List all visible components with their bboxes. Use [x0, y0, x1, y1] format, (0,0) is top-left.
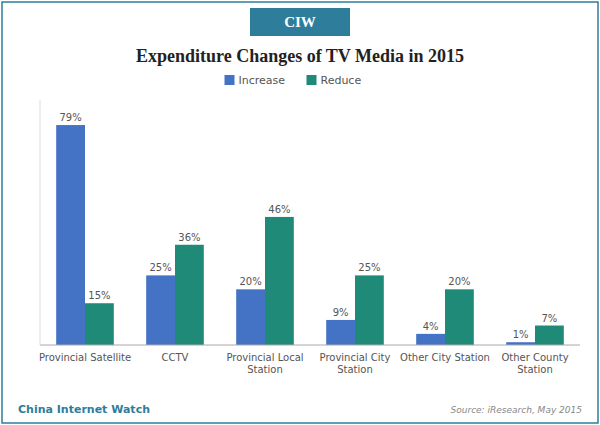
data-label: 7%: [541, 313, 557, 324]
bar: [355, 275, 384, 345]
x-tick-label: Other CountyStation: [501, 352, 568, 375]
footer-right: Source: iResearch, May 2015: [451, 405, 583, 415]
x-tick-label: Provincial CityStation: [320, 352, 391, 375]
x-tick-label-line: Provincial Satellite: [39, 352, 131, 363]
bar: [56, 125, 85, 345]
legend-swatch: [225, 75, 235, 85]
bar: [416, 334, 445, 345]
badge-text: CIW: [284, 14, 316, 30]
x-tick-label-line: Provincial City: [320, 352, 391, 363]
bar: [175, 245, 204, 345]
data-label: 20%: [239, 276, 261, 287]
data-label: 46%: [268, 204, 290, 215]
chart: CIW Expenditure Changes of TV Media in 20…: [0, 0, 600, 425]
bar: [265, 217, 294, 345]
data-labels: 79% 25% 20% 9% 4% 1% 15% 36% 46% 25% 20% 7%: [59, 112, 557, 340]
legend-label: Reduce: [321, 74, 362, 87]
x-tick-label-line: CCTV: [162, 352, 189, 363]
bar: [85, 303, 114, 345]
legend-swatch: [307, 75, 317, 85]
data-label: 25%: [149, 262, 171, 273]
legend: Increase Reduce: [225, 74, 362, 87]
data-label: 25%: [358, 262, 380, 273]
x-tick-label: CCTV: [162, 352, 189, 363]
x-tick-label-line: Station: [517, 364, 553, 375]
bar: [236, 289, 265, 345]
bar: [445, 289, 474, 345]
x-tick-label-line: Other City Station: [400, 352, 490, 363]
data-label: 15%: [88, 290, 110, 301]
data-label: 4%: [423, 321, 439, 332]
x-tick-label: Provincial Satellite: [39, 352, 131, 363]
x-tick-label: Provincial LocalStation: [226, 352, 303, 375]
x-tick-label: Other City Station: [400, 352, 490, 363]
bar: [146, 275, 175, 345]
x-tick-label-line: Station: [247, 364, 283, 375]
border: [2, 2, 598, 423]
data-label: 9%: [333, 307, 349, 318]
bars: [56, 125, 564, 345]
data-label: 36%: [178, 232, 200, 243]
data-label: 79%: [59, 112, 81, 123]
bar: [326, 320, 355, 345]
x-tick-label-line: Provincial Local: [226, 352, 303, 363]
data-label: 1%: [513, 329, 529, 340]
title: Expenditure Changes of TV Media in 2015: [136, 46, 464, 66]
legend-label: Increase: [239, 74, 286, 87]
x-tick-label-line: Other County: [501, 352, 568, 363]
x-axis: [40, 345, 580, 346]
bar: [535, 326, 564, 345]
data-label: 20%: [448, 276, 470, 287]
y-axis: [40, 100, 41, 345]
badge: [250, 8, 350, 36]
footer-left: China Internet Watch: [18, 403, 150, 416]
x-tick-label-line: Station: [337, 364, 373, 375]
